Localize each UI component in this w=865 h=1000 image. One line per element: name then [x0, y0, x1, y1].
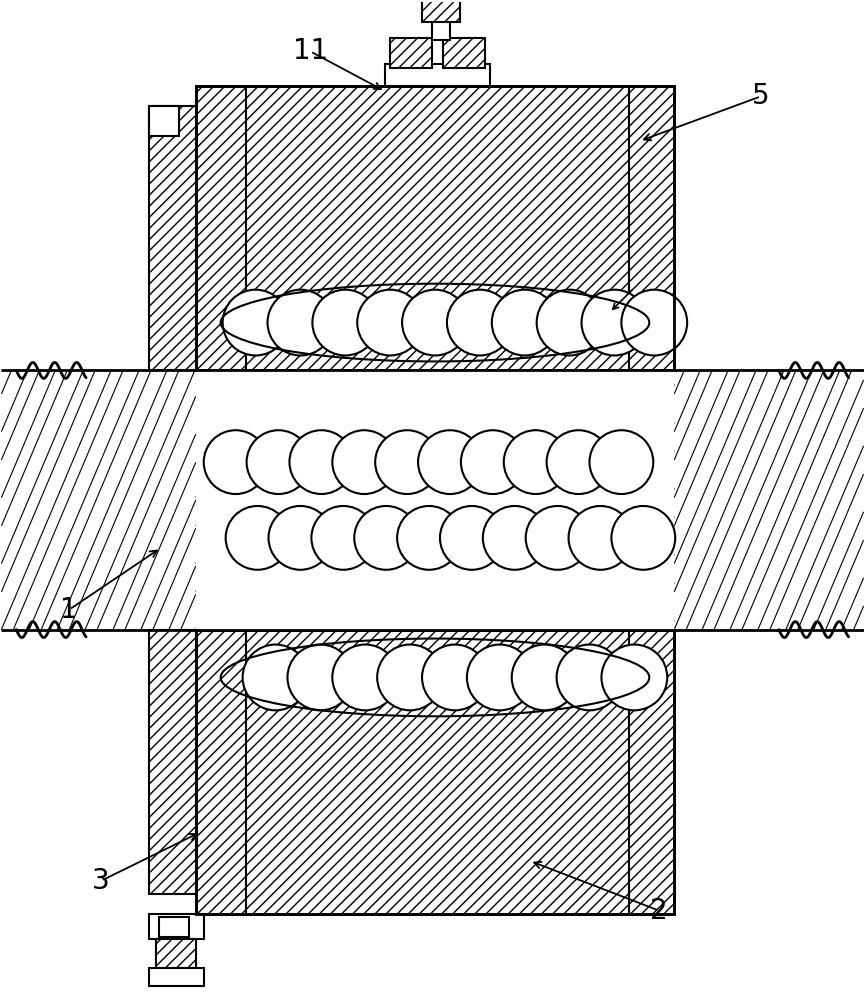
Circle shape: [357, 290, 423, 355]
Circle shape: [621, 290, 687, 355]
Bar: [390, 38, 432, 68]
Bar: [422, 0, 460, 22]
Text: 11: 11: [292, 37, 328, 65]
Circle shape: [377, 645, 443, 710]
Circle shape: [461, 430, 525, 494]
Circle shape: [512, 645, 578, 710]
Circle shape: [397, 506, 461, 570]
Circle shape: [568, 506, 632, 570]
Circle shape: [268, 506, 332, 570]
Bar: [149, 968, 204, 986]
Circle shape: [492, 290, 558, 355]
Circle shape: [242, 645, 309, 710]
Circle shape: [332, 430, 396, 494]
Circle shape: [447, 290, 513, 355]
Circle shape: [226, 506, 290, 570]
Bar: [156, 939, 195, 968]
Circle shape: [467, 645, 533, 710]
Circle shape: [311, 506, 375, 570]
Circle shape: [222, 290, 288, 355]
Circle shape: [503, 430, 567, 494]
Circle shape: [589, 430, 653, 494]
Circle shape: [355, 506, 418, 570]
Circle shape: [422, 645, 488, 710]
Bar: [443, 38, 484, 68]
Circle shape: [267, 290, 333, 355]
Circle shape: [536, 290, 602, 355]
Text: 1: 1: [61, 596, 78, 624]
Text: 2: 2: [650, 897, 668, 925]
Bar: [195, 370, 674, 630]
Circle shape: [287, 645, 353, 710]
Circle shape: [440, 506, 503, 570]
Circle shape: [402, 290, 468, 355]
Circle shape: [612, 506, 676, 570]
Circle shape: [526, 506, 589, 570]
Bar: [149, 106, 195, 370]
Bar: [195, 86, 674, 370]
Circle shape: [312, 290, 378, 355]
Text: 3: 3: [93, 867, 110, 895]
Circle shape: [418, 430, 482, 494]
Text: 5: 5: [753, 82, 770, 110]
Bar: [195, 630, 674, 914]
Bar: [195, 86, 674, 370]
Circle shape: [204, 430, 267, 494]
Bar: [195, 370, 674, 630]
Circle shape: [375, 430, 439, 494]
Circle shape: [581, 290, 647, 355]
Bar: [195, 630, 674, 914]
Bar: [2, 370, 863, 630]
Bar: [149, 630, 195, 894]
Bar: [149, 914, 204, 939]
Circle shape: [556, 645, 623, 710]
Bar: [385, 64, 490, 86]
Circle shape: [332, 645, 398, 710]
Bar: [432, 19, 450, 40]
Circle shape: [547, 430, 611, 494]
Bar: [149, 106, 179, 136]
Bar: [159, 917, 189, 937]
Circle shape: [601, 645, 667, 710]
Circle shape: [483, 506, 547, 570]
Circle shape: [290, 430, 353, 494]
Circle shape: [247, 430, 311, 494]
